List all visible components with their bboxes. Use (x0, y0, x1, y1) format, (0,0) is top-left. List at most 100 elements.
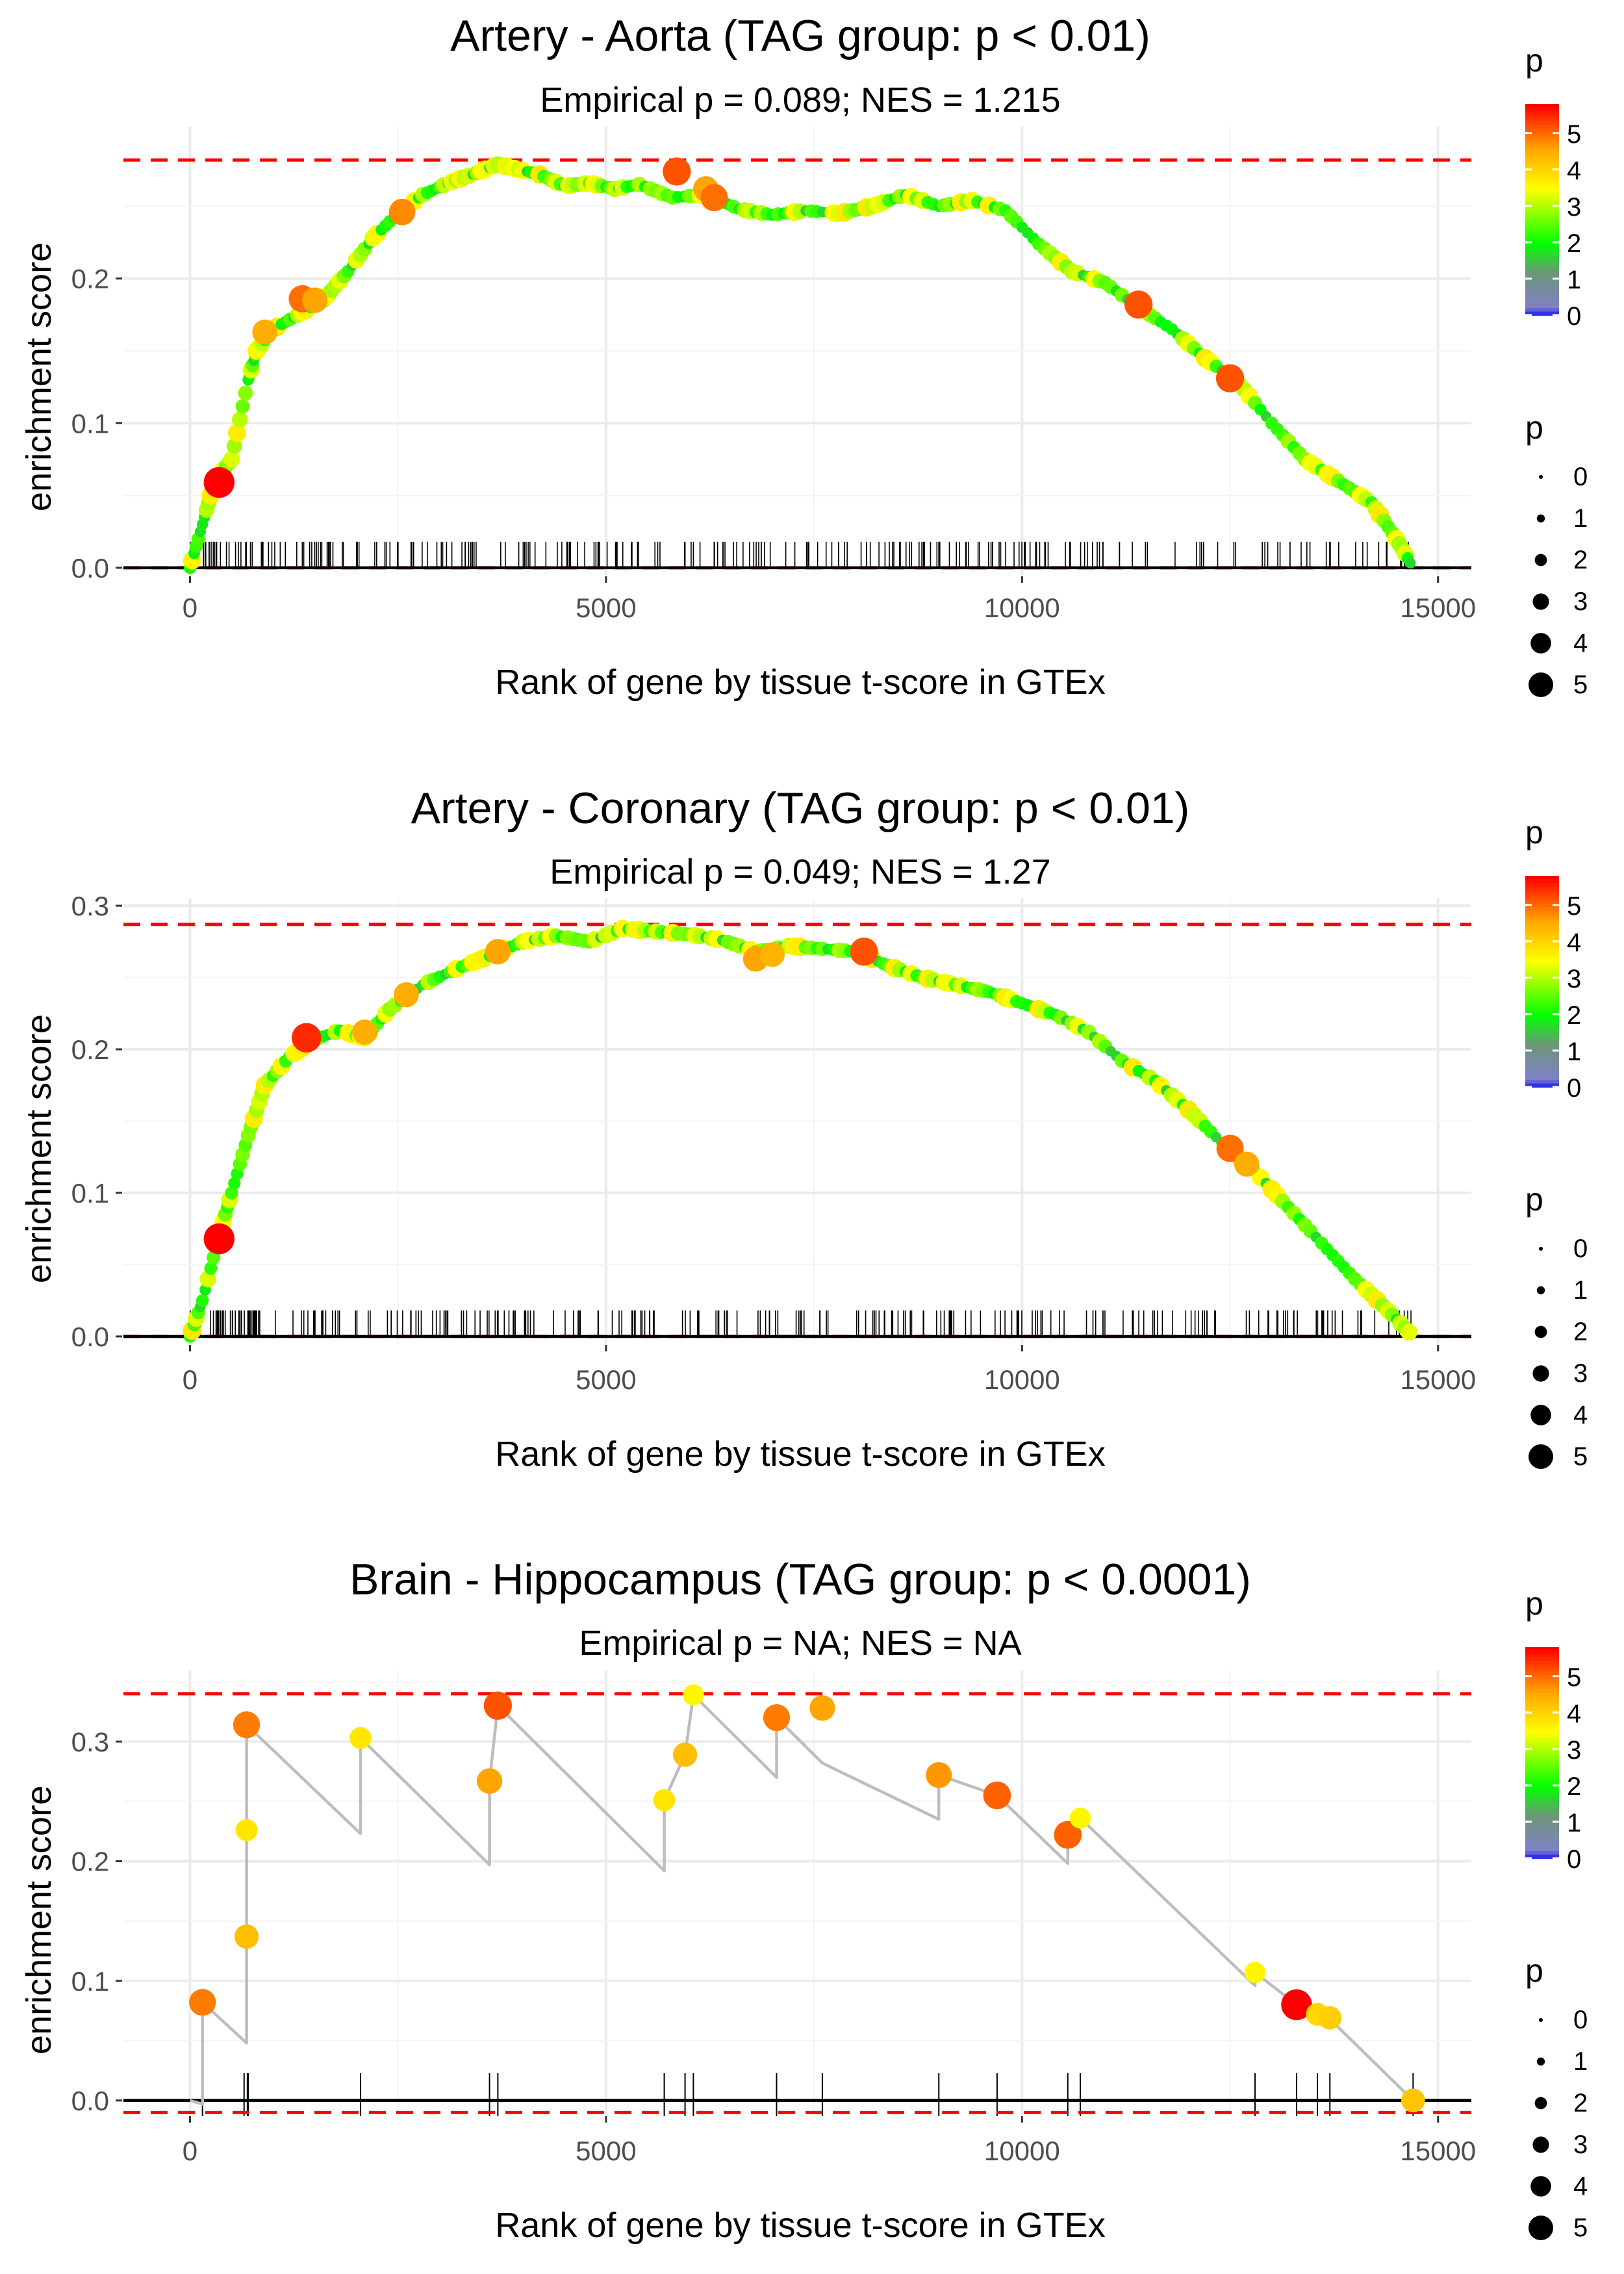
colorbar-segment (1525, 949, 1559, 954)
colorbar-segment (1525, 244, 1559, 249)
size-legend-label: 2 (1573, 546, 1588, 574)
colorbar-segment (1525, 1009, 1559, 1014)
colorbar-segment (1525, 1742, 1559, 1746)
colorbar-segment (1525, 170, 1559, 175)
gene-point-highlight (1401, 2088, 1425, 2113)
colorbar-segment (1525, 1661, 1559, 1666)
y-tick-label: 0.2 (71, 264, 109, 294)
y-axis: 0.0 0.1 0.2 0.3 (71, 891, 122, 1352)
panel-brain-hippocampus: Brain - Hippocampus (TAG group: p < 0.00… (19, 1555, 1588, 2245)
gene-point-highlight (1216, 1134, 1244, 1162)
colorbar-segment (1525, 297, 1559, 302)
colorbar-label: 5 (1567, 120, 1581, 149)
size-legend-dot (1536, 1286, 1545, 1295)
colorbar-label: 4 (1567, 157, 1581, 185)
colorbar-segment (1525, 259, 1559, 263)
colorbar-segment (1525, 897, 1559, 901)
colorbar-segment (1525, 311, 1559, 316)
x-tick-label: 15000 (1400, 593, 1476, 623)
size-legend-dot (1539, 475, 1543, 479)
colorbar-segment (1525, 1051, 1559, 1056)
gene-point-highlight (1215, 364, 1245, 392)
colorbar-title: p (1525, 1585, 1543, 1622)
gene-point-highlight (763, 1704, 791, 1731)
colorbar-segment (1525, 1675, 1559, 1680)
colorbar-segment (1525, 304, 1559, 309)
size-legend-dot (1534, 554, 1547, 567)
gene-point-highlight (1054, 1820, 1082, 1849)
gene-points (183, 919, 1417, 1343)
colorbar-segment (1525, 1073, 1559, 1077)
colorbar-segment (1525, 1685, 1559, 1690)
x-tick-label: 15000 (1400, 1364, 1476, 1395)
colorbar-segment (1525, 135, 1559, 140)
x-tick-label: 0 (183, 1364, 197, 1395)
size-legend-dot (1536, 2057, 1545, 2066)
colorbar-segment (1525, 153, 1559, 158)
colorbar-segment (1525, 1819, 1559, 1824)
gene-point (227, 423, 247, 442)
x-tick-label: 0 (183, 2136, 197, 2166)
reference-lines (123, 923, 1471, 1338)
colorbar-segment (1525, 192, 1559, 196)
colorbar-segment (1525, 999, 1559, 1003)
colorbar-segment (1525, 1013, 1559, 1017)
colorbar-segment (1525, 1756, 1559, 1761)
y-tick-label: 0.1 (71, 1966, 109, 1997)
colorbar-label: 2 (1567, 229, 1581, 258)
colorbar-segment (1525, 1713, 1559, 1718)
colorbar-segment (1525, 1728, 1559, 1732)
colorbar-segment (1525, 1671, 1559, 1676)
colorbar-segment (1525, 1812, 1559, 1817)
colorbar-segment (1525, 939, 1559, 943)
size-legend-dot (1529, 2216, 1553, 2240)
legend: p 5 4 3 2 1 0 p 0 1 2 3 4 5 (1525, 1585, 1588, 2242)
colorbar-segment (1525, 132, 1559, 136)
colorbar-segment (1525, 1840, 1559, 1845)
chart-title: Artery - Aorta (TAG group: p < 0.01) (450, 11, 1150, 60)
y-tick-label: 0.0 (71, 2086, 109, 2116)
colorbar-segment (1525, 1700, 1559, 1704)
colorbar-segment (1525, 1066, 1559, 1070)
size-legend-dot (1532, 593, 1549, 610)
colorbar-segment (1525, 876, 1559, 880)
size-legend-dot (1539, 1247, 1543, 1251)
colorbar-segment (1525, 1745, 1559, 1750)
colorbar-segment (1525, 157, 1559, 161)
colorbar-segment (1525, 1016, 1559, 1021)
colorbar-segment (1525, 1738, 1559, 1743)
colorbar-segment (1525, 125, 1559, 129)
colorbar-segment (1525, 1657, 1559, 1662)
colorbar-segment (1525, 1805, 1559, 1810)
colorbar-label: 2 (1567, 1001, 1581, 1030)
x-tick-label: 10000 (984, 1364, 1060, 1395)
colorbar-segment (1525, 279, 1559, 285)
x-tick-label: 0 (183, 593, 197, 623)
colorbar-segment (1525, 114, 1559, 119)
size-legend-label: 3 (1573, 587, 1588, 616)
size-legend-dot (1530, 2176, 1551, 2197)
colorbar-segment (1525, 1689, 1559, 1694)
y-tick-label: 0.3 (71, 891, 109, 921)
colorbar-segment (1525, 1759, 1559, 1764)
reference-lines (123, 1692, 1471, 2114)
gene-point (235, 399, 250, 414)
colorbar-segment (1525, 1826, 1559, 1831)
colorbar-segment (1525, 164, 1559, 168)
colorbar-segment (1525, 237, 1559, 242)
colorbar-segment (1525, 1844, 1559, 1848)
colorbar-segment (1525, 107, 1559, 112)
colorbar-segment (1525, 984, 1559, 990)
gene-point (199, 1270, 217, 1288)
y-tick-label: 0.1 (71, 1178, 109, 1208)
colorbar-segment (1525, 1809, 1559, 1813)
colorbar-segment (1525, 142, 1559, 147)
colorbar-segment (1525, 185, 1559, 189)
gene-rank-rug (190, 541, 1409, 569)
colorbar-segment (1525, 1069, 1559, 1074)
colorbar-segment (1525, 1665, 1559, 1669)
colorbar-segment (1525, 960, 1559, 965)
colorbar-segment (1525, 209, 1559, 214)
colorbar-label: 0 (1567, 1845, 1581, 1874)
y-axis: 0.0 0.1 0.2 (71, 264, 122, 583)
